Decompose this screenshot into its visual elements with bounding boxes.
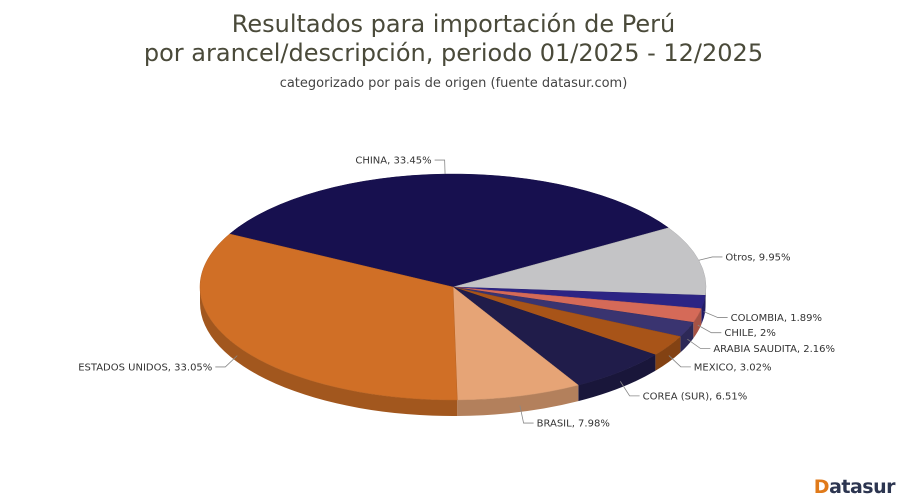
leader-line-brasil xyxy=(519,405,534,424)
slice-label-otros: Otros, 9.95% xyxy=(725,252,790,263)
slice-brasil[interactable] xyxy=(452,286,579,401)
slice-side-corea-sur xyxy=(578,354,656,402)
slice-china[interactable] xyxy=(229,173,670,288)
leader-line-estados-unidos xyxy=(215,355,238,368)
slice-label-corea-sur: COREA (SUR), 6.51% xyxy=(643,391,748,402)
pie-top-layer xyxy=(199,173,707,401)
chart-title-line-2: por arancel/descripción, periodo 01/2025… xyxy=(143,39,764,67)
leader-line-arabia-saudita xyxy=(687,338,711,349)
slice-side-chile xyxy=(693,308,702,339)
leader-line-corea-sur xyxy=(620,381,640,397)
chart-title: Resultados para importación de Perú por … xyxy=(0,10,907,68)
slice-side-mexico xyxy=(655,336,681,371)
logo-mark: D xyxy=(813,476,830,498)
slice-side-arabia-saudita xyxy=(680,322,694,353)
slice-label-chile: CHILE, 2% xyxy=(724,328,776,339)
slice-estados-unidos[interactable] xyxy=(199,233,458,401)
slice-label-mexico: MEXICO, 3.02% xyxy=(694,362,772,373)
slice-label-brasil: BRASIL, 7.98% xyxy=(537,419,610,430)
slice-label-china: CHINA, 33.45% xyxy=(355,156,431,167)
leader-line-chile xyxy=(697,324,722,334)
slice-label-colombia: COLOMBIA, 1.89% xyxy=(731,313,822,324)
pie-labels: CHINA, 33.45% Otros, 9.95% COLOMBIA, 1.89%… xyxy=(78,156,835,430)
leader-line-colombia xyxy=(703,311,728,318)
datasur-logo: Datasur xyxy=(813,476,896,498)
leader-line-mexico xyxy=(668,355,691,368)
slice-side-brasil xyxy=(457,385,579,416)
chart-title-line-1: Resultados para importación de Perú xyxy=(231,10,676,38)
slice-label-estados-unidos: ESTADOS UNIDOS, 33.05% xyxy=(78,362,212,373)
slice-label-arabia-saudita: ARABIA SAUDITA, 2.16% xyxy=(713,344,835,355)
slice-side-estados-unidos xyxy=(200,287,458,416)
logo-text: atasur xyxy=(829,476,895,498)
leader-line-china xyxy=(434,159,446,175)
leader-line-otros xyxy=(698,256,723,261)
chart-subtitle: categorizado por pais de origen (fuente … xyxy=(279,76,628,91)
slice-side-colombia xyxy=(701,295,706,325)
pie-depth-layer xyxy=(200,287,706,416)
